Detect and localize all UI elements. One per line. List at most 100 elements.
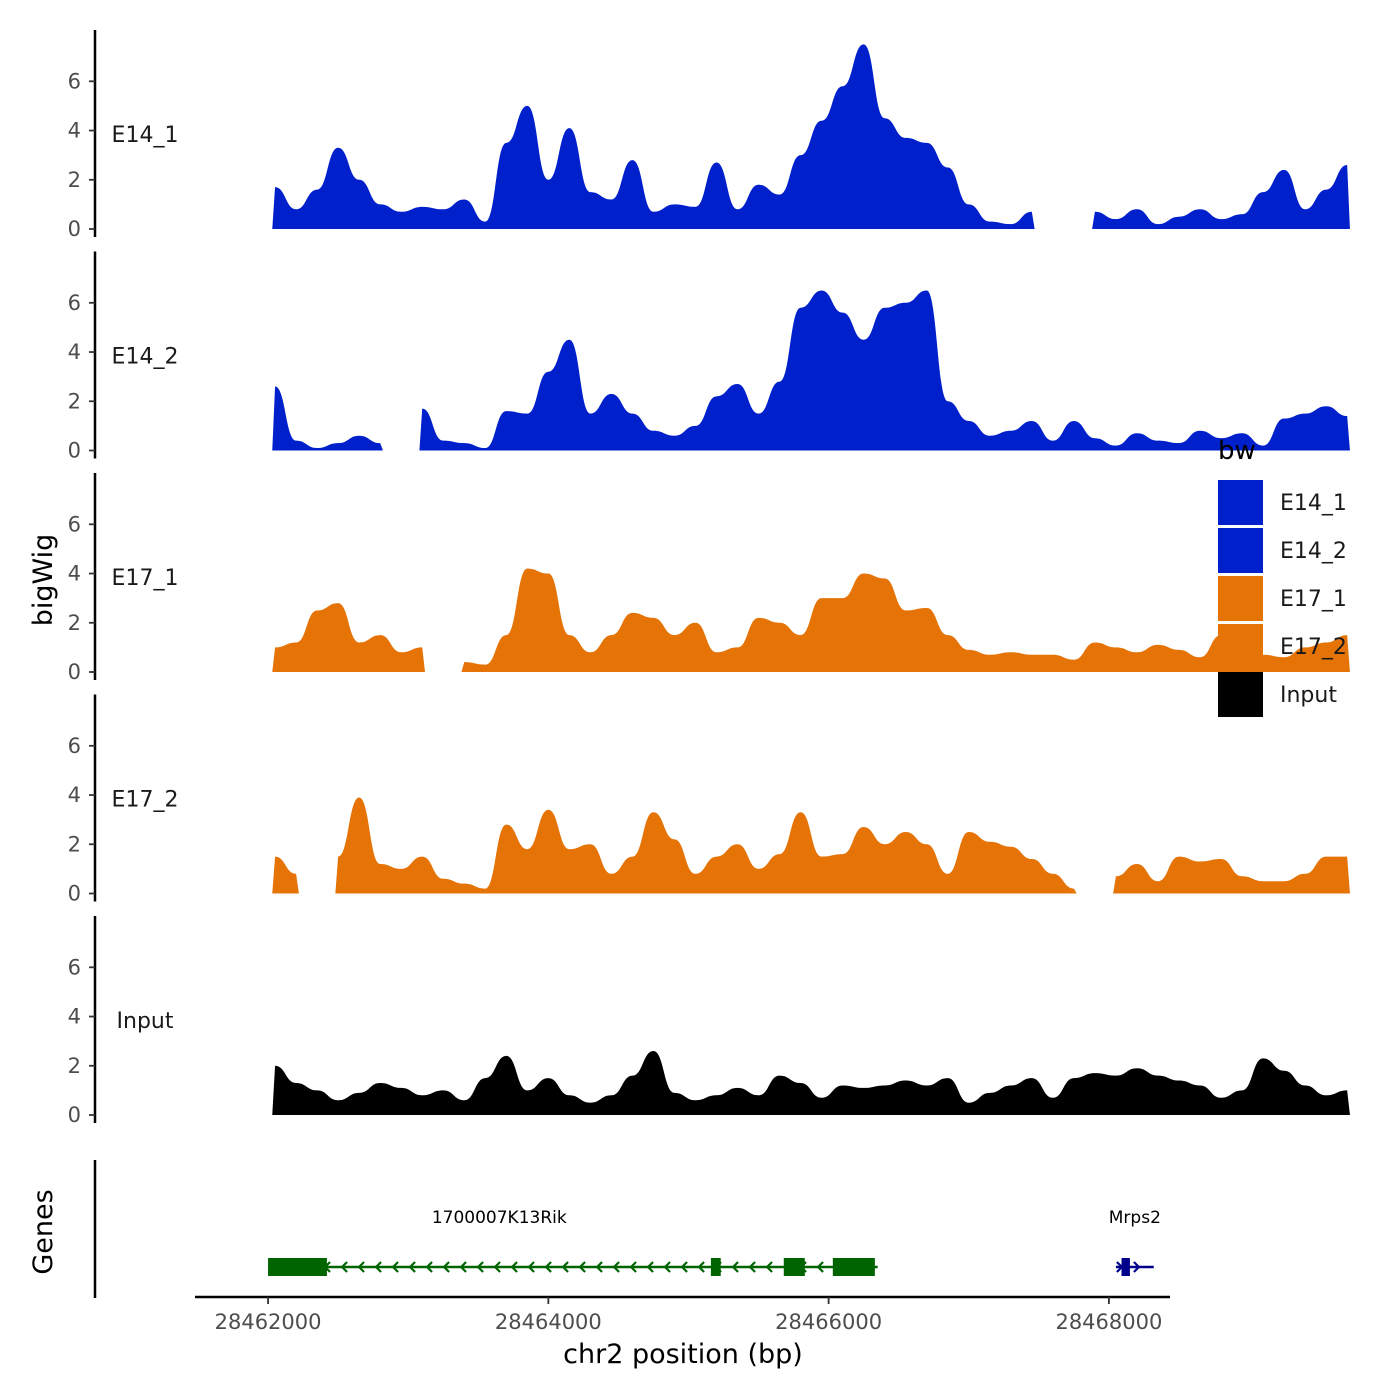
- strand-arrow: [442, 1261, 450, 1273]
- genes-axis-title: Genes: [28, 1189, 59, 1274]
- y-tick-label: 4: [68, 340, 81, 364]
- exon-block: [832, 1258, 875, 1276]
- y-tick-label: 6: [68, 734, 81, 758]
- gene-label: Mrps2: [1109, 1208, 1161, 1228]
- legend-label: Input: [1280, 683, 1337, 708]
- legend-label: E17_1: [1280, 587, 1347, 612]
- strand-arrow: [629, 1261, 637, 1273]
- signal-area-e14_1-0: [272, 44, 1035, 229]
- exon-block: [710, 1258, 721, 1276]
- strand-arrow: [476, 1261, 484, 1273]
- legend-item-e14_1: E14_1: [1218, 480, 1347, 525]
- x-axis: 28462000 28464000 28466000 28468000: [195, 1295, 1170, 1334]
- track-panel-e14_2: 0 2 4 6 E14_2: [68, 251, 1350, 463]
- signal-area-e14_1-1: [1092, 165, 1350, 229]
- exon-block: [268, 1258, 327, 1276]
- legend-item-e17_2: E17_2: [1218, 624, 1347, 669]
- y-axis-title: bigWig: [28, 534, 59, 627]
- strand-arrow: [816, 1261, 824, 1273]
- track-panel-e14_1: 0 2 4 6 E14_1: [68, 30, 1350, 241]
- signal-area-e14_2-0: [272, 386, 383, 451]
- strand-arrow: [748, 1261, 756, 1273]
- signal-area-e17_1-0: [272, 603, 426, 672]
- strand-arrow: [680, 1261, 688, 1273]
- signal-area-e14_2-1: [419, 290, 1350, 451]
- legend-label: E14_1: [1280, 491, 1347, 516]
- x-tick-label: 28468000: [1055, 1310, 1162, 1334]
- strand-arrow: [1133, 1261, 1141, 1273]
- track-label: E14_1: [112, 123, 179, 148]
- x-tick-label: 28462000: [215, 1310, 322, 1334]
- y-tick-label: 0: [68, 1103, 81, 1127]
- strand-arrow: [374, 1261, 382, 1273]
- signal-area-e17_2-2: [1113, 856, 1350, 894]
- y-tick-label: 2: [68, 389, 81, 413]
- strand-arrow: [510, 1261, 518, 1273]
- signal-panels: 0 2 4 6 E14_1 0 2 4 6 E14_2 0 2 4 6 E17_1 0 2 4 6 E17_2 0 2 4 6…: [68, 30, 1350, 1127]
- y-tick-label: 4: [68, 119, 81, 143]
- y-tick-label: 6: [68, 955, 81, 979]
- strand-arrow: [663, 1261, 671, 1273]
- track-label: E17_1: [112, 566, 179, 591]
- track-panel-e17_1: 0 2 4 6 E17_1: [68, 473, 1350, 684]
- signal-area-e17_2-0: [272, 856, 299, 894]
- legend-swatch: [1218, 576, 1263, 621]
- legend-label: E14_2: [1280, 539, 1347, 564]
- y-tick-label: 2: [68, 832, 81, 856]
- signal-area-input-0: [272, 1051, 1350, 1115]
- x-tick-label: 28466000: [775, 1310, 882, 1334]
- strand-arrow: [561, 1261, 569, 1273]
- exon-block: [1121, 1258, 1130, 1276]
- track-label: E14_2: [112, 345, 179, 370]
- strand-arrow: [697, 1261, 705, 1273]
- gene-1700007k13rik: 1700007K13Rik: [268, 1208, 878, 1276]
- signal-area-e17_1-1: [461, 568, 1350, 672]
- y-tick-label: 0: [68, 882, 81, 906]
- legend-swatch: [1218, 480, 1263, 525]
- strand-arrow: [527, 1261, 535, 1273]
- strand-arrow: [765, 1261, 773, 1273]
- legend-title: bw: [1218, 436, 1256, 466]
- legend-swatch: [1218, 624, 1263, 669]
- legend-item-e14_2: E14_2: [1218, 528, 1347, 573]
- strand-arrow: [612, 1261, 620, 1273]
- strand-arrow: [731, 1261, 739, 1273]
- y-tick-label: 2: [68, 168, 81, 192]
- y-tick-label: 4: [68, 562, 81, 586]
- strand-arrow: [357, 1261, 365, 1273]
- track-label: E17_2: [112, 788, 179, 813]
- track-panel-e17_2: 0 2 4 6 E17_2: [68, 694, 1350, 906]
- y-tick-label: 6: [68, 512, 81, 536]
- y-tick-label: 6: [68, 291, 81, 315]
- y-tick-label: 2: [68, 611, 81, 635]
- legend-item-input: Input: [1218, 672, 1337, 717]
- gene-label: 1700007K13Rik: [432, 1208, 567, 1228]
- y-tick-label: 0: [68, 439, 81, 463]
- x-tick-label: 28464000: [495, 1310, 602, 1334]
- legend-item-e17_1: E17_1: [1218, 576, 1347, 621]
- legend-swatch: [1218, 672, 1263, 717]
- y-tick-label: 6: [68, 69, 81, 93]
- gene-mrps2: Mrps2: [1109, 1208, 1161, 1276]
- y-tick-label: 4: [68, 1005, 81, 1029]
- track-panel-input: 0 2 4 6 Input: [68, 916, 1350, 1127]
- strand-arrow: [459, 1261, 467, 1273]
- strand-arrow: [646, 1261, 654, 1273]
- strand-arrow: [391, 1261, 399, 1273]
- strand-arrow: [578, 1261, 586, 1273]
- strand-arrow: [425, 1261, 433, 1273]
- exon-block: [783, 1258, 805, 1276]
- y-tick-label: 2: [68, 1054, 81, 1078]
- y-tick-label: 4: [68, 783, 81, 807]
- y-tick-label: 0: [68, 217, 81, 241]
- signal-area-e17_2-1: [335, 797, 1077, 894]
- track-label: Input: [117, 1009, 174, 1034]
- x-axis-title: chr2 position (bp): [563, 1339, 803, 1370]
- strand-arrow: [340, 1261, 348, 1273]
- legend-swatch: [1218, 528, 1263, 573]
- y-tick-label: 0: [68, 660, 81, 684]
- strand-arrow: [544, 1261, 552, 1273]
- gene-panel: 1700007K13Rik Mrps2: [93, 1160, 1161, 1298]
- strand-arrow: [595, 1261, 603, 1273]
